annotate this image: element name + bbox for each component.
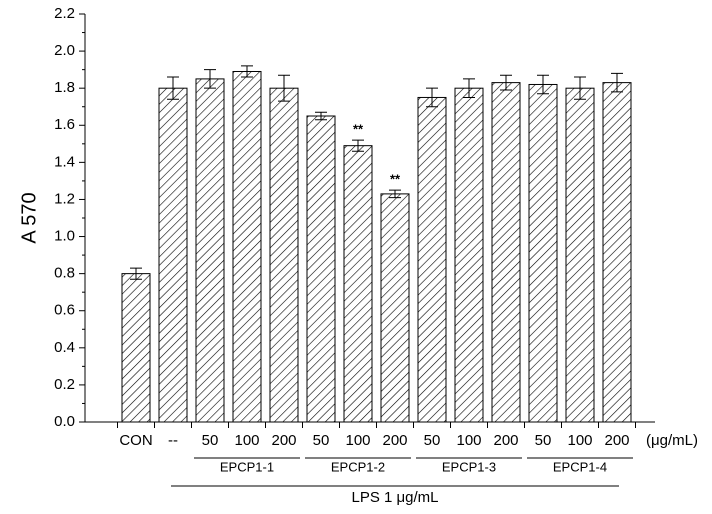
y-tick-label: 1.2 [54,190,75,207]
x-tick-label: 200 [271,432,296,449]
error-bar [241,65,253,78]
x-tick-label: 100 [567,432,592,449]
error-bar [611,72,623,93]
x-tick-label: 100 [456,432,481,449]
y-tick-label: 0.8 [54,265,75,282]
y-axis-label: A 570 [18,192,40,243]
error-bar [463,78,475,98]
group-label: EPCP1-4 [553,459,607,474]
error-bar [500,74,512,91]
significance-label: ** [353,122,364,137]
error-bar [204,69,216,89]
bar [121,273,151,423]
bar [380,193,410,423]
error-bar [389,189,401,199]
bar [491,82,521,423]
error-bar [278,74,290,102]
group-label: EPCP1-2 [331,459,385,474]
x-tick-label: CON [119,432,152,449]
y-tick-label: 2.2 [54,5,75,22]
error-bar [167,76,179,100]
bar [269,87,299,423]
group-label: EPCP1-1 [220,459,274,474]
x-tick-label: 50 [424,432,441,449]
error-bar [315,111,327,121]
bar [602,82,632,423]
y-tick-label: 0.6 [54,302,75,319]
x-tick-label: -- [168,432,178,449]
bar [158,87,188,423]
y-tick-label: 1.0 [54,228,75,245]
x-tick-label: 200 [493,432,518,449]
x-tick-label: 50 [313,432,330,449]
error-bar [574,76,586,100]
x-tick-label: 100 [345,432,370,449]
bar [565,87,595,423]
group-label: EPCP1-3 [442,459,496,474]
bar [528,83,558,423]
error-bar [130,267,142,280]
x-tick-label: 100 [234,432,259,449]
y-tick-label: 1.4 [54,153,75,170]
error-bar [352,139,364,152]
x-tick-label: 200 [604,432,629,449]
significance-label: ** [390,172,401,187]
bar [306,115,336,423]
y-tick-label: 0.2 [54,376,75,393]
treatment-label: LPS 1 μg/mL [351,489,438,506]
error-bar [537,74,549,95]
y-tick-label: 2.0 [54,42,75,59]
x-tick-label: 50 [535,432,552,449]
bar [232,70,262,423]
x-tick-label: 200 [382,432,407,449]
x-tick-label: 50 [202,432,219,449]
bar [343,145,373,423]
error-bar [426,87,438,108]
y-tick-label: 0.4 [54,339,75,356]
y-tick-label: 1.6 [54,116,75,133]
y-tick-label: 0.0 [54,413,75,430]
y-tick-label: 1.8 [54,79,75,96]
bar [454,87,484,423]
x-unit-label: (μg/mL) [646,432,698,449]
bar [195,78,225,423]
bar [417,96,447,423]
